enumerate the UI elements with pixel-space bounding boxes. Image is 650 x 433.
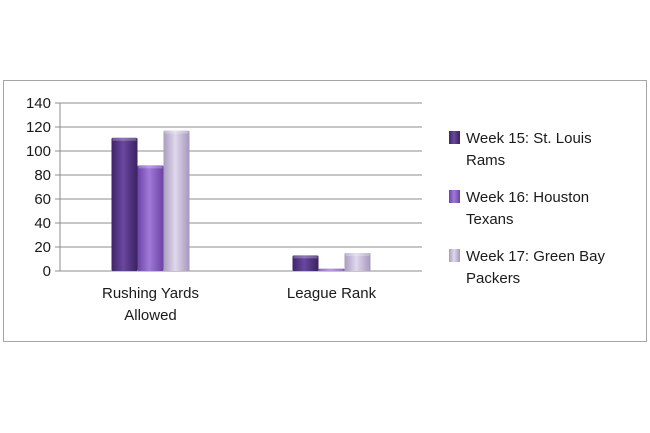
- bar: [137, 165, 164, 271]
- bar-highlight: [164, 130, 189, 134]
- bars: [111, 130, 371, 271]
- bar-chart: 0 20 40 60 80 100 120 140 Rushing Yards Allowed L…: [26, 95, 605, 324]
- axes: [55, 102, 422, 272]
- y-tick-label: 100: [26, 143, 51, 160]
- legend-label: Week 15: St. Louis Rams: [466, 130, 592, 169]
- category-labels: Rushing Yards Allowed League Rank: [102, 285, 377, 324]
- legend: Week 15: St. Louis Rams Week 16: Houston Te…: [449, 130, 605, 287]
- bar-highlight: [293, 255, 318, 259]
- bar: [163, 130, 190, 271]
- bar: [111, 137, 138, 271]
- y-tick-label: 120: [26, 119, 51, 136]
- y-tick-label: 140: [26, 95, 51, 112]
- bar-highlight: [345, 253, 370, 256]
- category-label: League Rank: [287, 285, 377, 302]
- legend-label: Week 17: Green Bay Packers: [466, 248, 605, 287]
- y-tick-label: 20: [34, 239, 51, 256]
- y-tick-label: 40: [34, 215, 51, 232]
- y-tick-label: 80: [34, 167, 51, 184]
- legend-swatch: [449, 190, 460, 203]
- bar-highlight: [138, 165, 163, 169]
- bar-highlight: [319, 268, 344, 271]
- bar: [344, 253, 371, 271]
- bar: [292, 255, 319, 271]
- y-tick-label: 0: [43, 263, 51, 280]
- y-tick-label: 60: [34, 191, 51, 208]
- chart-frame: 0 20 40 60 80 100 120 140 Rushing Yards Allowed L…: [3, 80, 647, 342]
- legend-swatch: [449, 131, 460, 144]
- category-label: Rushing Yards Allowed: [102, 285, 199, 324]
- y-tick-labels: 0 20 40 60 80 100 120 140: [26, 95, 51, 280]
- bar: [318, 268, 345, 271]
- legend-label: Week 16: Houston Texans: [466, 189, 589, 228]
- legend-swatch: [449, 249, 460, 262]
- bar-highlight: [112, 137, 137, 141]
